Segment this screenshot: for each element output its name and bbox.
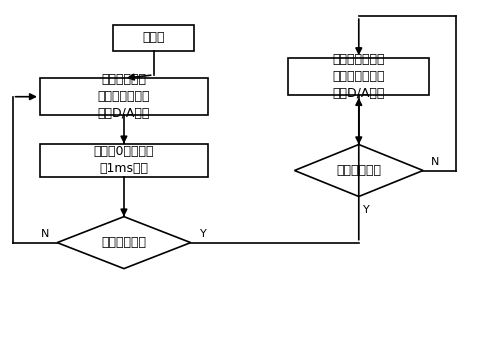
Text: 计数大于周期: 计数大于周期	[336, 164, 382, 177]
Text: 计数大于脉宽: 计数大于脉宽	[102, 236, 146, 249]
FancyBboxPatch shape	[113, 25, 194, 51]
Text: 初始化: 初始化	[142, 31, 165, 44]
FancyBboxPatch shape	[288, 58, 429, 95]
Text: Y: Y	[363, 205, 370, 215]
Polygon shape	[57, 217, 190, 269]
Polygon shape	[294, 145, 423, 196]
Text: 定时器0中断，完
成1ms计数: 定时器0中断，完 成1ms计数	[94, 146, 154, 175]
Text: 分频电路启动
选通数据存储器
启动D/A转换: 分频电路启动 选通数据存储器 启动D/A转换	[98, 73, 150, 120]
Text: N: N	[431, 157, 440, 167]
FancyBboxPatch shape	[40, 144, 208, 177]
Text: N: N	[40, 229, 49, 239]
FancyBboxPatch shape	[40, 78, 208, 115]
Text: Y: Y	[200, 229, 206, 239]
Text: 地址发生器清零
关闭数据存储器
关闭D/A转换: 地址发生器清零 关闭数据存储器 关闭D/A转换	[332, 53, 385, 100]
